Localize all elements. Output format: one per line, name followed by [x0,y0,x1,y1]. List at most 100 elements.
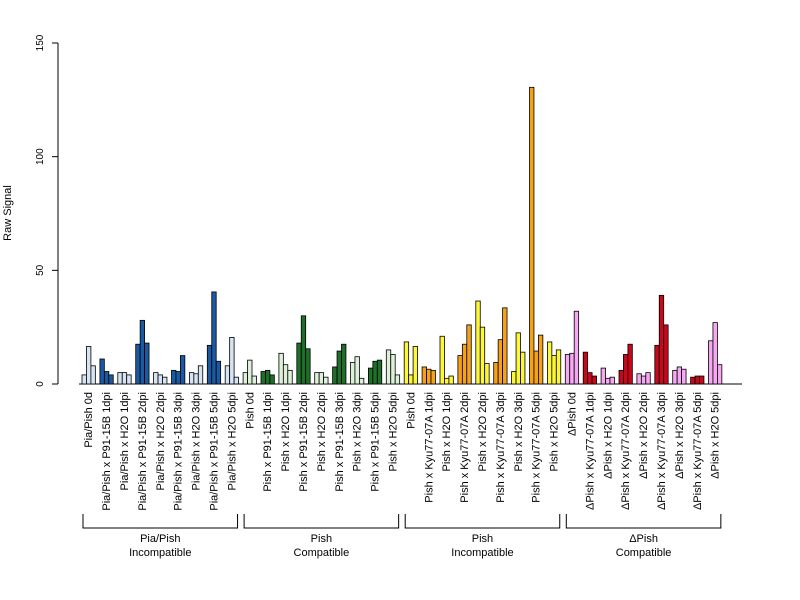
bar-27-1 [569,352,575,385]
bar-27-2 [573,310,580,385]
bar-4-0 [153,372,159,385]
category-label-24: Pish x H2O 3dpi [513,392,525,471]
bar-7-2 [215,360,222,385]
bar-12-2 [305,348,311,385]
bar-17-1 [390,354,396,385]
bar-35-0 [708,340,714,385]
bar-20-1 [444,377,450,385]
group-label-line2-0: Incompatible [129,547,191,559]
category-label-23: Pish x Kyu77-07A 3dpi [495,392,507,503]
category-label-31: ΔPish x H2O 2dpi [638,392,650,479]
bar-5-1 [175,371,181,385]
bar-25-2 [538,334,544,385]
bar-23-0 [493,361,499,385]
bar-28-0 [582,351,589,385]
bar-18-1 [408,374,414,385]
bar-10-0 [260,371,266,385]
bars [81,86,723,385]
category-label-10: Pish x P91-15B 1dpi [262,392,274,492]
bar-1-1 [103,371,110,385]
group-label-line1-2: Pish [472,533,493,545]
bar-30-1 [623,354,629,385]
bar-31-2 [645,372,651,385]
category-label-14: Pish x P91-15B 3dpi [334,392,346,492]
bar-10-2 [269,374,275,385]
y-tick-label-1: 50 [35,264,46,276]
category-label-4: Pia/Pish x H2O 2dpi [155,392,167,490]
bar-31-0 [636,373,642,385]
bar-12-0 [296,342,302,385]
category-label-26: Pish x H2O 5dpi [549,392,561,471]
bar-7-0 [206,344,213,385]
y-tick-label-2: 100 [35,148,46,165]
bar-23-1 [497,339,503,385]
bar-17-0 [385,349,392,385]
category-label-13: Pish x H2O 2dpi [316,392,328,471]
bar-15-1 [354,356,360,385]
bar-24-0 [511,371,517,385]
bar-30-2 [627,343,633,385]
category-labels: Pia/Pish 0d Pia/Pish x P91-15B 1dpi Pia/Pi… [83,392,722,511]
bar-10-1 [265,369,271,385]
bar-21-1 [461,343,468,385]
category-label-16: Pish x P91-15B 5dpi [370,392,382,492]
bar-1-0 [99,358,105,385]
category-label-32: ΔPish x Kyu77-07A 3dpi [656,392,668,510]
bar-28-1 [587,372,593,385]
y-ticks: 0 50 100 150 [35,34,58,387]
category-label-3: Pia/Pish x P91-15B 2dpi [137,392,149,511]
category-label-18: Pish 0d [405,392,417,429]
category-label-2: Pia/Pish x H2O 1dpi [119,392,131,490]
bar-28-2 [591,375,597,385]
category-label-7: Pia/Pish x P91-15B 5dpi [208,392,220,511]
bar-0-1 [86,346,92,385]
group-bracket-2 [404,514,561,529]
bar-11-0 [278,352,284,385]
bar-20-2 [448,375,454,385]
bar-29-1 [605,377,611,385]
bar-8-1 [229,336,235,385]
bar-4-2 [162,376,168,385]
bar-16-0 [367,367,374,385]
bar-19-0 [421,366,427,385]
category-label-17: Pish x H2O 5dpi [387,392,399,471]
category-label-28: ΔPish x Kyu77-07A 1dpi [584,392,596,510]
bar-0-2 [90,365,96,385]
bar-14-0 [332,366,338,385]
bar-15-0 [350,361,356,385]
category-label-21: Pish x Kyu77-07A 2dpi [459,392,471,503]
bar-9-2 [251,375,257,385]
bar-3-0 [135,343,141,385]
category-label-5: Pia/Pish x P91-15B 3dpi [173,392,185,511]
category-label-20: Pish x H2O 1dpi [441,392,453,471]
bar-17-2 [394,374,401,385]
bar-2-2 [126,374,132,385]
bar-33-2 [681,368,687,385]
bar-11-1 [282,364,289,385]
group-label-line2-3: Compatible [616,547,672,559]
bar-2-1 [121,372,128,385]
bar-4-1 [157,374,163,385]
bar-19-2 [430,369,436,385]
category-label-35: ΔPish x H2O 5dpi [710,392,722,479]
bar-14-2 [341,343,347,385]
bar-24-2 [520,351,526,385]
bar-25-1 [533,350,539,385]
group-label-line1-0: Pia/Pish [140,533,180,545]
bar-22-1 [479,326,486,385]
bar-12-1 [300,315,307,385]
bar-32-2 [663,324,669,385]
bar-31-1 [640,375,647,385]
bar-3-1 [139,319,145,385]
category-label-29: ΔPish x H2O 1dpi [602,392,614,479]
bar-21-2 [466,324,472,385]
bar-18-2 [412,346,418,385]
bar-25-0 [529,86,535,385]
bar-16-1 [372,360,378,385]
category-label-6: Pia/Pish x H2O 3dpi [191,392,203,490]
bar-0-0 [81,374,87,385]
category-label-11: Pish x H2O 1dpi [280,392,292,471]
group-brackets: Pia/Pish Incompatible Pish Compatible Pish In… [82,514,722,559]
bar-33-0 [672,369,678,385]
